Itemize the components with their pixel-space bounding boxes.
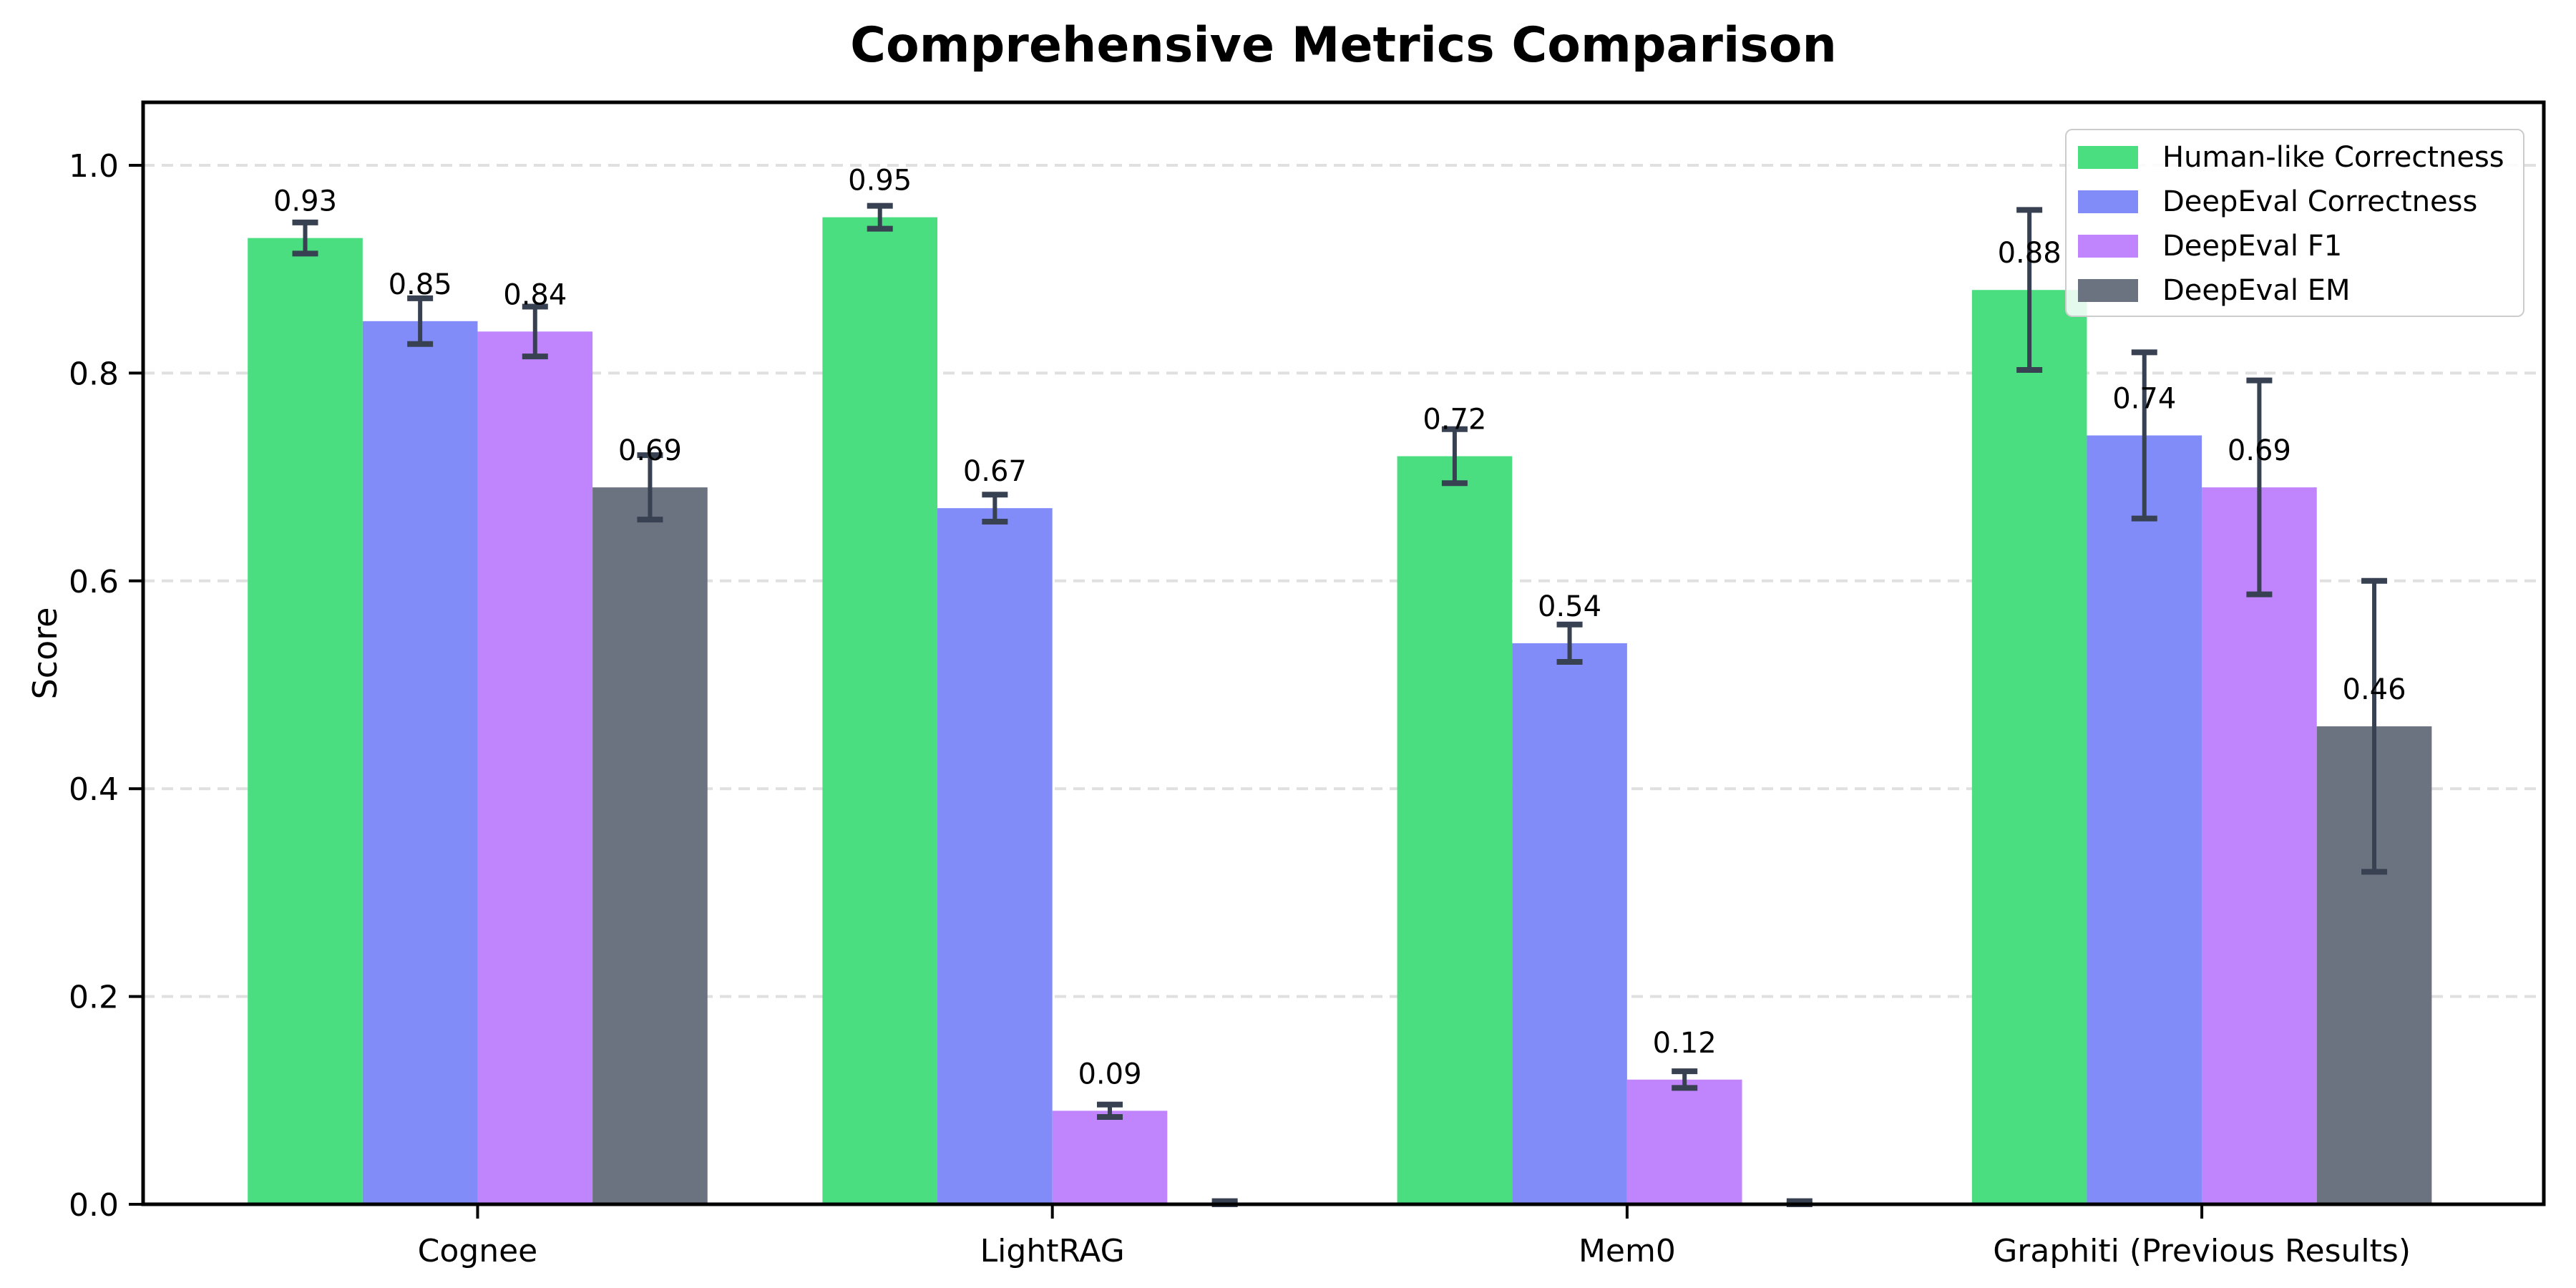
x-tick-label: Graphiti (Previous Results) bbox=[1993, 1233, 2411, 1269]
bar-value-label: 0.84 bbox=[503, 278, 567, 311]
bar-value-label: 0.09 bbox=[1078, 1058, 1141, 1091]
chart-bar bbox=[1971, 290, 2087, 1204]
chart-bar bbox=[1397, 456, 1513, 1204]
legend-row: DeepEval EM bbox=[2078, 268, 2523, 313]
bar-value-label: 0.69 bbox=[2228, 434, 2291, 467]
legend-label: DeepEval F1 bbox=[2162, 230, 2343, 263]
chart-bar bbox=[592, 487, 708, 1204]
bar-value-label: 0.93 bbox=[273, 185, 337, 218]
legend-row: DeepEval F1 bbox=[2078, 224, 2523, 268]
chart-bar bbox=[1052, 1111, 1168, 1204]
bar-value-label: 0.54 bbox=[1538, 590, 1601, 623]
y-tick-label: 0.2 bbox=[69, 980, 119, 1016]
y-tick-label: 0.6 bbox=[69, 564, 119, 600]
chart-bar bbox=[1626, 1079, 1742, 1204]
x-tick-label: Mem0 bbox=[1579, 1233, 1676, 1269]
bar-value-label: 0.46 bbox=[2343, 673, 2406, 706]
legend-label: Human-like Correctness bbox=[2162, 141, 2504, 174]
y-tick-label: 0.4 bbox=[69, 771, 119, 808]
chart-bar bbox=[1512, 643, 1627, 1204]
legend: Human-like Correctness DeepEval Correctne… bbox=[2065, 129, 2524, 317]
chart-bar bbox=[937, 508, 1053, 1204]
chart-bar bbox=[477, 331, 593, 1204]
y-tick-label: 0.8 bbox=[69, 356, 119, 392]
bar-value-label: 0.95 bbox=[848, 165, 912, 197]
chart-title: Comprehensive Metrics Comparison bbox=[850, 17, 1837, 74]
legend-row: Human-like Correctness bbox=[2078, 135, 2523, 180]
legend-swatch bbox=[2078, 279, 2138, 302]
chart-bar bbox=[2087, 435, 2202, 1204]
bar-value-label: 0.12 bbox=[1653, 1027, 1717, 1060]
legend-swatch bbox=[2078, 190, 2138, 213]
bar-value-label: 0.72 bbox=[1423, 404, 1486, 436]
legend-label: DeepEval Correctness bbox=[2162, 185, 2478, 218]
bar-value-label: 0.67 bbox=[963, 455, 1027, 488]
bar-value-label: 0.88 bbox=[1998, 237, 2062, 270]
bar-value-label: 0.74 bbox=[2112, 383, 2176, 416]
bar-value-label: 0.69 bbox=[618, 434, 682, 467]
chart-bar bbox=[362, 321, 478, 1204]
legend-swatch bbox=[2078, 235, 2138, 258]
y-tick-label: 0.0 bbox=[69, 1187, 119, 1224]
y-tick-label: 1.0 bbox=[69, 148, 119, 185]
legend-label: DeepEval EM bbox=[2162, 274, 2351, 307]
axis-frame bbox=[141, 100, 2546, 1206]
legend-row: DeepEval Correctness bbox=[2078, 180, 2523, 224]
legend-swatch bbox=[2078, 146, 2138, 169]
bar-value-label: 0.85 bbox=[389, 268, 452, 301]
chart-bar bbox=[2202, 487, 2317, 1204]
chart-bar bbox=[822, 217, 938, 1205]
x-tick-label: LightRAG bbox=[980, 1233, 1125, 1269]
chart-bar bbox=[248, 238, 363, 1204]
x-tick-label: Cognee bbox=[418, 1233, 538, 1269]
